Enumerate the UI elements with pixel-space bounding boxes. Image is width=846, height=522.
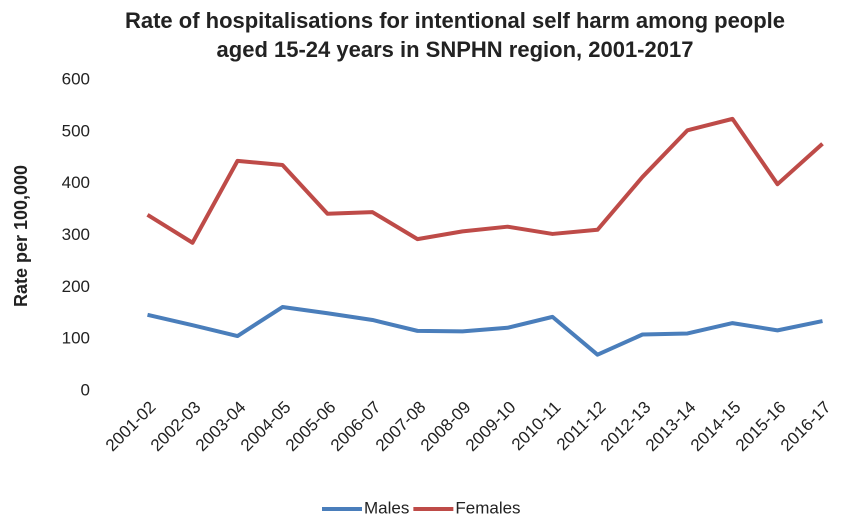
x-tick-label: 2016-17: [777, 398, 835, 456]
y-tick-label: 200: [62, 277, 90, 296]
x-tick-label: 2010-11: [508, 398, 565, 455]
y-tick-label: 0: [81, 380, 90, 399]
y-tick-label: 100: [62, 329, 90, 348]
y-tick-label: 300: [62, 225, 90, 244]
y-tick-label: 600: [62, 69, 90, 88]
x-tick-label: 2009-10: [462, 398, 520, 456]
line-series: [146, 116, 824, 245]
legend-label: Females: [455, 498, 520, 517]
y-tick-label: 500: [62, 121, 90, 140]
y-axis-label: Rate per 100,000: [11, 165, 31, 307]
line-series: [147, 305, 823, 357]
y-tick-label: 400: [62, 173, 90, 192]
chart-title: Rate of hospitalisations for intentional…: [124, 8, 786, 62]
legend-label: Males: [364, 498, 409, 517]
